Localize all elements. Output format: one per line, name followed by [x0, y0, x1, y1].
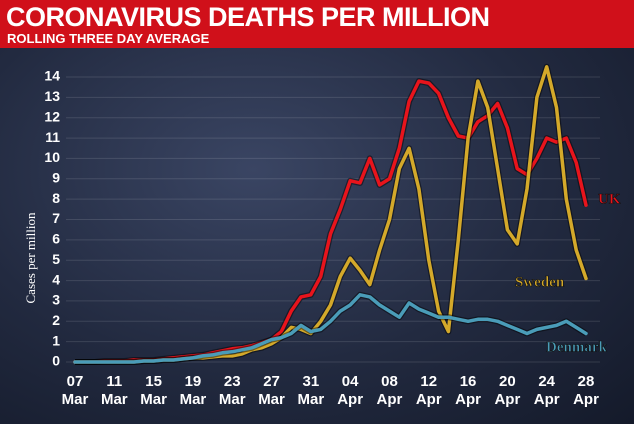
y-tick-label: 7 — [52, 210, 60, 226]
y-tick-label: 12 — [44, 108, 60, 124]
chart-subtitle: ROLLING THREE DAY AVERAGE — [7, 31, 210, 46]
y-tick-label: 5 — [52, 251, 60, 267]
x-tick-label: 19 Mar — [179, 373, 207, 408]
y-tick-label: 9 — [52, 169, 60, 185]
series-line — [73, 293, 588, 364]
y-tick-label: 4 — [52, 271, 60, 287]
series-label: UK — [598, 192, 621, 208]
y-tick-label: 11 — [45, 129, 60, 145]
y-axis-label: Cases per million — [23, 212, 38, 303]
y-tick-label: 6 — [52, 231, 60, 247]
y-tick-label: 0 — [52, 353, 60, 369]
y-tick-label: 2 — [52, 312, 60, 328]
x-tick-label: 15 Mar — [140, 373, 167, 408]
x-tick-label: 27 Mar — [258, 373, 285, 408]
x-tick-label: 28 Apr — [573, 373, 599, 408]
series-label: Sweden — [515, 274, 565, 290]
y-tick-label: 3 — [52, 292, 60, 308]
x-tick-label: 11 Mar — [100, 373, 128, 408]
x-tick-label: 04 Apr — [337, 373, 364, 408]
y-tick-label: 13 — [44, 88, 60, 104]
header-bar: CORONAVIRUS DEATHS PER MILLION ROLLING T… — [0, 0, 634, 48]
y-tick-label: 10 — [44, 149, 60, 165]
y-tick-label: 14 — [44, 68, 60, 84]
y-tick-label: 1 — [52, 332, 60, 348]
x-tick-label: 12 Apr — [415, 373, 442, 408]
x-tick-label: 23 Mar — [218, 373, 246, 408]
x-tick-label: 31 Mar — [297, 373, 325, 408]
y-tick-label: 8 — [52, 190, 60, 206]
series-label: Denmark — [546, 339, 607, 355]
x-tick-label: 08 Apr — [376, 373, 403, 408]
chart-title: CORONAVIRUS DEATHS PER MILLION — [6, 2, 490, 32]
x-tick-label: 20 Apr — [494, 373, 521, 408]
x-tick-label: 16 Apr — [455, 373, 481, 408]
x-tick-label: 24 Apr — [533, 373, 560, 408]
x-tick-label: 07 Mar — [61, 373, 89, 408]
